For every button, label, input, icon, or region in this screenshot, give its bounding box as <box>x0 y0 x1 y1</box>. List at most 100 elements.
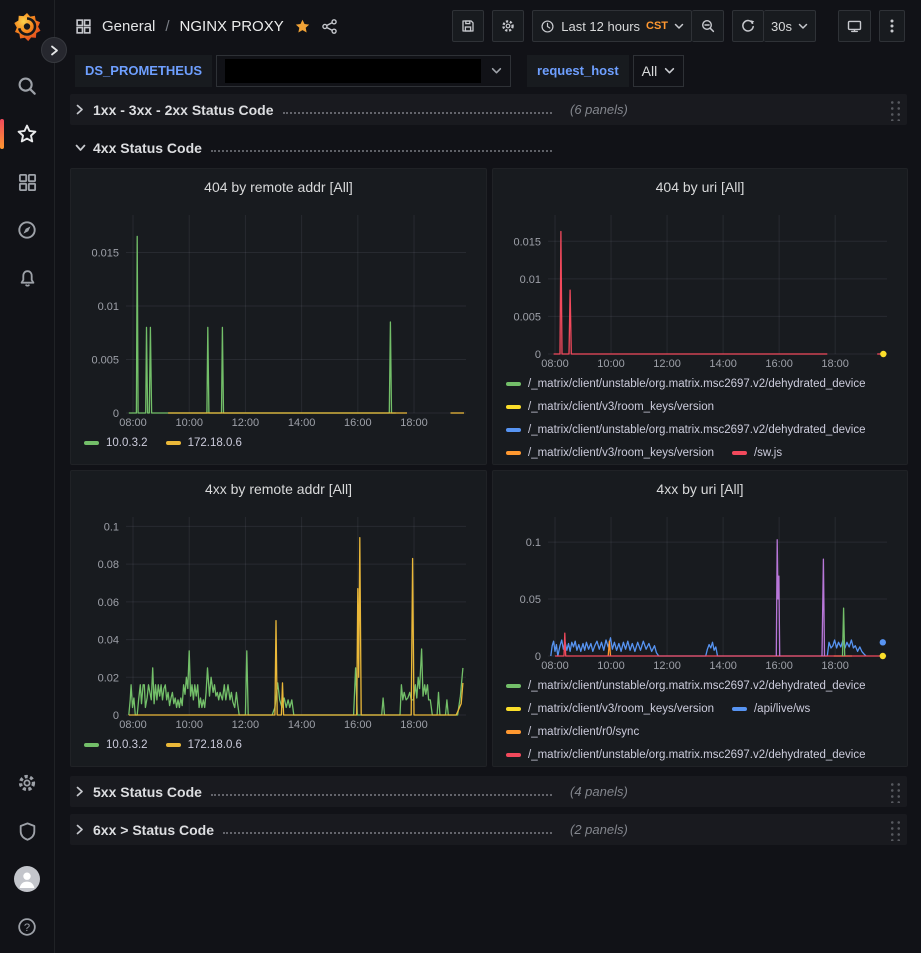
legend-swatch <box>506 706 521 711</box>
timeseries-plot[interactable]: 08:00 10:00 12:00 14:00 16:00 18:00 0 0.005 0.01… <box>504 205 896 372</box>
save-icon <box>460 18 476 34</box>
sidebar-item-help[interactable]: ? <box>0 903 54 951</box>
sidebar-item-configuration[interactable] <box>0 759 54 807</box>
legend-item[interactable]: /sw.js <box>731 441 782 464</box>
legend-item[interactable]: /_matrix/client/v3/room_keys/version <box>506 697 714 720</box>
legend-item[interactable]: 10.0.3.2 <box>84 431 148 454</box>
legend-item[interactable]: 172.18.0.6 <box>165 733 242 756</box>
dotted-leader <box>210 793 552 796</box>
svg-text:0: 0 <box>535 651 541 663</box>
panel-404-by-uri: 404 by uri [All] 08:00 10:00 12:00 14:00 16:… <box>492 168 908 465</box>
sidebar: ? <box>0 0 67 953</box>
dashboard-title[interactable]: NGINX PROXY <box>179 17 284 35</box>
timeseries-plot[interactable]: 08:00 10:00 12:00 14:00 16:00 18:00 0 0.05 0.1 <box>504 507 896 674</box>
legend-swatch <box>165 742 181 747</box>
row-drag-handle[interactable] <box>888 818 901 841</box>
breadcrumb: General / NGINX PROXY <box>75 18 338 35</box>
timeseries-plot[interactable]: 08:00 10:00 12:00 14:00 16:00 18:00 0 0.005 0.01… <box>82 205 475 431</box>
panel-title[interactable]: 4xx by uri [All] <box>656 481 744 497</box>
variable-label-ds-prometheus[interactable]: DS_PROMETHEUS <box>75 55 213 87</box>
refresh-button[interactable] <box>732 10 765 42</box>
apps-grid-icon[interactable] <box>75 18 92 35</box>
legend-item[interactable]: /_matrix/client/unstable/org.matrix.msc2… <box>506 743 866 766</box>
legend-swatch <box>84 440 99 445</box>
time-range-button[interactable]: Last 12 hours CST <box>532 10 693 42</box>
panel-title[interactable]: 404 by remote addr [All] <box>204 179 353 195</box>
breadcrumb-section[interactable]: General <box>102 17 156 35</box>
grafana-logo-icon[interactable] <box>10 10 44 44</box>
row-header-5xx[interactable]: 5xx Status Code (4 panels) <box>70 776 907 807</box>
panel-title[interactable]: 404 by uri [All] <box>655 179 745 195</box>
legend-swatch <box>731 450 747 455</box>
sidebar-item-search[interactable] <box>0 62 54 110</box>
share-icon[interactable] <box>321 18 338 35</box>
favorite-star-icon[interactable] <box>294 18 311 35</box>
search-icon <box>16 75 38 97</box>
variable-label-request-host[interactable]: request_host <box>527 55 629 87</box>
svg-text:08:00: 08:00 <box>119 719 147 731</box>
panel-legend: /_matrix/client/unstable/org.matrix.msc2… <box>504 674 896 766</box>
svg-text:0: 0 <box>113 408 119 420</box>
svg-text:0.1: 0.1 <box>526 537 541 549</box>
sidebar-item-server-admin[interactable] <box>0 807 54 855</box>
legend-item[interactable]: /_matrix/client/unstable/org.matrix.msc2… <box>506 372 866 395</box>
legend-item[interactable]: /_matrix/client/r0/sync <box>506 720 639 743</box>
row-drag-handle[interactable] <box>888 780 901 803</box>
svg-text:10:00: 10:00 <box>597 660 625 672</box>
svg-text:14:00: 14:00 <box>709 660 737 672</box>
legend-item[interactable]: 10.0.3.2 <box>84 733 148 756</box>
refresh-interval-button[interactable]: 30s <box>764 10 816 42</box>
row-title-text: 5xx Status Code <box>93 783 202 800</box>
legend-item[interactable]: /_matrix/client/unstable/org.matrix.msc2… <box>506 674 866 697</box>
request-host-select[interactable]: All <box>632 55 685 87</box>
dashboard-canvas: 1xx - 3xx - 2xx Status Code (6 panels) 4… <box>55 90 921 953</box>
legend-item[interactable]: /api/live/ws <box>731 697 810 720</box>
help-icon: ? <box>16 916 38 938</box>
refresh-group: 30s <box>732 10 816 42</box>
sidebar-item-dashboards[interactable] <box>0 158 54 206</box>
sidebar-item-starred[interactable] <box>0 110 54 158</box>
more-menu-button[interactable] <box>879 10 905 42</box>
legend-item[interactable]: /_matrix/client/unstable/org.matrix.msc2… <box>506 418 866 441</box>
legend-swatch <box>84 742 99 747</box>
svg-text:12:00: 12:00 <box>232 719 260 731</box>
timezone-label: CST <box>646 20 669 32</box>
timeseries-plot[interactable]: 08:00 10:00 12:00 14:00 16:00 18:00 0 0.02 0.04 0… <box>82 507 475 733</box>
datasource-select[interactable] <box>216 55 512 87</box>
dotted-leader <box>282 111 552 114</box>
legend-swatch <box>506 729 521 734</box>
row-panel-count: (2 panels) <box>570 822 628 837</box>
svg-text:10:00: 10:00 <box>597 358 625 370</box>
svg-text:0.01: 0.01 <box>520 274 541 286</box>
row-header-4xx[interactable]: 4xx Status Code <box>70 132 907 163</box>
sidebar-expand-button[interactable] <box>41 37 67 63</box>
row-title-text: 1xx - 3xx - 2xx Status Code <box>93 101 274 118</box>
legend-swatch <box>506 683 521 688</box>
legend-item[interactable]: /_matrix/client/v3/room_keys/version <box>506 441 714 464</box>
zoom-out-button[interactable] <box>692 10 725 42</box>
panel-legend: 10.0.3.2 172.18.0.6 <box>82 431 475 461</box>
svg-text:0.015: 0.015 <box>513 236 541 248</box>
tv-mode-button[interactable] <box>838 10 871 42</box>
svg-text:0.01: 0.01 <box>98 301 119 313</box>
legend-item[interactable]: 172.18.0.6 <box>165 431 242 454</box>
row-header-1xx-3xx-2xx[interactable]: 1xx - 3xx - 2xx Status Code (6 panels) <box>70 94 907 125</box>
row-header-6xx[interactable]: 6xx > Status Code (2 panels) <box>70 814 907 845</box>
chevron-right-icon <box>74 786 86 797</box>
sidebar-item-alerting[interactable] <box>0 254 54 302</box>
sidebar-item-profile[interactable] <box>0 855 54 903</box>
row-drag-handle[interactable] <box>888 98 901 121</box>
panel-title[interactable]: 4xx by remote addr [All] <box>204 481 353 497</box>
save-dashboard-button[interactable] <box>452 10 485 42</box>
dashboard-settings-button[interactable] <box>492 10 525 42</box>
sidebar-item-explore[interactable] <box>0 206 54 254</box>
svg-text:16:00: 16:00 <box>344 719 372 731</box>
legend-item[interactable]: /_matrix/client/v3/room_keys/version <box>506 395 714 418</box>
legend-label: /_matrix/client/unstable/org.matrix.msc2… <box>528 748 866 761</box>
svg-text:08:00: 08:00 <box>541 358 569 370</box>
svg-text:?: ? <box>24 922 30 934</box>
legend-label: 10.0.3.2 <box>106 738 148 751</box>
clock-icon <box>540 19 555 34</box>
variables-bar: DS_PROMETHEUS request_host All <box>55 52 921 90</box>
